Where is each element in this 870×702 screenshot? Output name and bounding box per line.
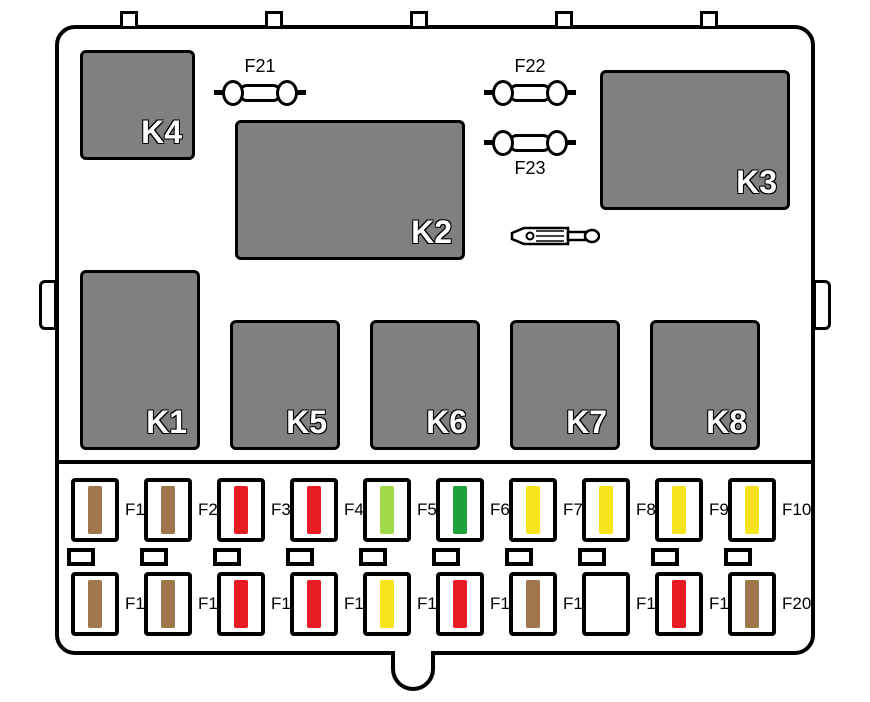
blade-fuse-color [672,580,686,628]
blade-fuse-color [453,486,467,534]
relay-k5: K5 [230,320,340,450]
blade-fuse-color [234,486,248,534]
blade-fuse-color [307,580,321,628]
blade-fuse-label: F2 [198,500,218,520]
relay-k8: K8 [650,320,760,450]
blade-connector [505,548,533,566]
blade-fuse-label: F8 [636,500,656,520]
blade-connector [213,548,241,566]
blade-connector [651,548,679,566]
blade-fuse-f1: F1 [71,478,119,542]
blade-fuse-f10: F10 [728,478,776,542]
blade-fuse-color [380,580,394,628]
blade-connector [724,548,752,566]
blade-fuse-label: F9 [709,500,729,520]
blade-fuse-label: F3 [271,500,291,520]
blade-fuse-color [599,486,613,534]
cartridge-fuse-label: F23 [490,158,570,179]
blade-fuse-label: F6 [490,500,510,520]
relay-label: K1 [146,404,187,441]
blade-fuse-color [161,580,175,628]
blade-fuse-f5: F5 [363,478,411,542]
relay-k3: K3 [600,70,790,210]
relay-label: K4 [141,114,182,151]
blade-fuse-label: F10 [782,500,811,520]
blade-fuse-f3: F3 [217,478,265,542]
relay-label: K8 [706,404,747,441]
blade-fuse-f13: F13 [217,572,265,636]
relay-k7: K7 [510,320,620,450]
blade-fuse-color [161,486,175,534]
blade-fuse-label: F1 [125,500,145,520]
blade-connector [140,548,168,566]
blade-connector [578,548,606,566]
blade-fuse-color [234,580,248,628]
blade-fuse-color [88,486,102,534]
relay-label: K3 [736,164,777,201]
top-tab [700,11,718,29]
blade-connector [67,548,95,566]
blade-fuse-f12: F12 [144,572,192,636]
relay-k4: K4 [80,50,195,160]
blade-fuse-f9: F9 [655,478,703,542]
relay-k6: K6 [370,320,480,450]
blade-fuse-f18: F18 [582,572,630,636]
blade-fuse-f16: F16 [436,572,484,636]
relay-label: K5 [286,404,327,441]
bottom-clip [391,651,435,691]
blade-fuse-color [453,580,467,628]
blade-fuse-color [599,580,613,628]
cartridge-fuse-f22: F22 [490,80,570,106]
side-tab-right [813,280,831,330]
blade-connector [359,548,387,566]
cartridge-fuse-f21: F21 [220,80,300,106]
relay-label: K2 [411,214,452,251]
blade-fuse-color [745,580,759,628]
top-tab [410,11,428,29]
blade-fuse-f7: F7 [509,478,557,542]
blade-fuse-f2: F2 [144,478,192,542]
cartridge-fuse-label: F22 [490,56,570,77]
top-tab [555,11,573,29]
blade-fuse-label: F20 [782,594,811,614]
blade-fuse-color [380,486,394,534]
top-tab [120,11,138,29]
blade-fuse-f14: F14 [290,572,338,636]
blade-fuse-f20: F20 [728,572,776,636]
blade-fuse-f11: F11 [71,572,119,636]
relay-label: K7 [566,404,607,441]
blade-fuse-color [526,580,540,628]
relay-k1: K1 [80,270,200,450]
blade-fuse-f4: F4 [290,478,338,542]
blade-fuse-color [88,580,102,628]
fuse-box-divider [55,460,815,464]
blade-fuse-label: F7 [563,500,583,520]
relay-label: K6 [426,404,467,441]
blade-fuse-color [745,486,759,534]
blade-fuse-f8: F8 [582,478,630,542]
blade-connector [432,548,460,566]
blade-fuse-label: F4 [344,500,364,520]
cartridge-fuse-label: F21 [220,56,300,77]
blade-fuse-label: F5 [417,500,437,520]
top-tab [265,11,283,29]
blade-fuse-color [307,486,321,534]
blade-fuse-f15: F15 [363,572,411,636]
cartridge-fuse-f23: F23 [490,130,570,156]
blade-fuse-f19: F19 [655,572,703,636]
blade-fuse-f17: F17 [509,572,557,636]
blade-fuse-f6: F6 [436,478,484,542]
fuse-extractor-tool-icon [510,225,600,247]
blade-fuse-color [672,486,686,534]
blade-connector [286,548,314,566]
blade-fuse-color [526,486,540,534]
relay-k2: K2 [235,120,465,260]
